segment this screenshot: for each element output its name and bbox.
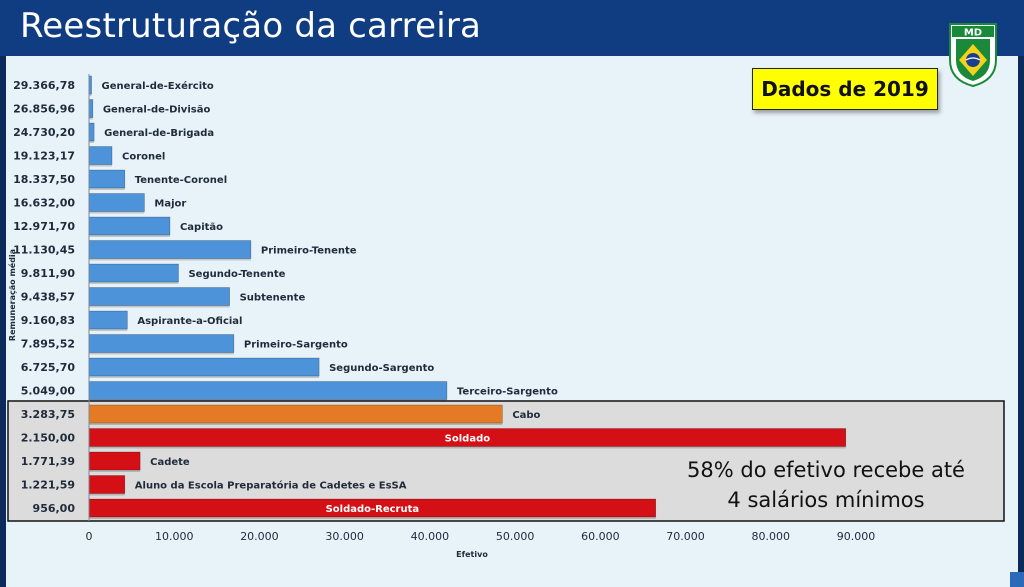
annotation-text: 58% do efetivo recebe até 4 salários mín… [668, 455, 984, 515]
y-tick-label: 12.971,70 [13, 220, 75, 233]
x-tick-label: 40.000 [411, 530, 450, 543]
bar [88, 146, 113, 165]
bar [88, 381, 448, 400]
slide-header: Reestruturação da carreira [0, 0, 1024, 56]
y-tick-label: 2.150,00 [21, 432, 76, 445]
y-tick-label: 9.438,57 [21, 291, 75, 304]
y-tick-label: 1.221,59 [21, 479, 75, 492]
annotation-line-1: 58% do efetivo recebe até [687, 458, 965, 482]
bar-category-label: Cabo [512, 410, 540, 421]
y-tick-label: 29.366,78 [13, 79, 75, 92]
bar-category-label: General-de-Divisão [103, 105, 211, 116]
y-tick-label: 9.811,90 [21, 267, 76, 280]
y-tick-label: 9.160,83 [21, 314, 75, 327]
bar [88, 99, 94, 118]
ministry-shield-logo: MD [949, 23, 997, 88]
bar-category-label: Cadete [150, 457, 190, 468]
y-tick-label: 18.337,50 [13, 173, 75, 186]
bar [88, 193, 145, 212]
bar-category-label: Aluno da Escola Preparatória de Cadetes … [135, 480, 407, 492]
bar-category-label: Soldado [445, 434, 491, 445]
bar [88, 334, 235, 353]
bar [88, 240, 252, 259]
y-tick-label: 26.856,96 [13, 103, 75, 116]
bar-category-label: Major [154, 199, 186, 210]
x-tick-label: 10.000 [155, 530, 194, 543]
bar [88, 287, 230, 306]
bar-category-label: Subtenente [240, 293, 306, 304]
bar-category-label: Tenente-Coronel [135, 175, 227, 186]
x-tick-label: 90.000 [837, 530, 876, 543]
bar-category-label: Segundo-Tenente [188, 269, 285, 280]
bar [88, 357, 320, 377]
y-tick-label: 11.130,45 [13, 244, 75, 257]
x-tick-label: 30.000 [325, 530, 364, 543]
y-tick-label: 956,00 [33, 502, 76, 515]
corner-icon [1010, 572, 1024, 587]
y-axis-title: Remuneração média [7, 249, 17, 341]
y-tick-label: 3.283,75 [21, 408, 75, 421]
slide-title: Reestruturação da carreira [20, 6, 482, 46]
bar [88, 310, 128, 330]
bar [88, 475, 126, 494]
x-tick-label: 60.000 [581, 530, 620, 543]
bar-category-label: Primeiro-Tenente [261, 246, 357, 257]
year-badge: Dados de 2019 [752, 68, 938, 110]
bar-category-label: Coronel [122, 152, 165, 163]
bar [88, 263, 179, 283]
bar-category-label: Capitão [180, 222, 223, 233]
y-tick-label: 6.725,70 [21, 361, 76, 374]
bar [88, 216, 171, 236]
x-tick-label: 70.000 [666, 530, 705, 543]
y-tick-label: 7.895,52 [21, 338, 75, 351]
y-tick-label: 1.771,39 [21, 455, 75, 468]
bar [88, 169, 126, 189]
bar [88, 122, 95, 142]
x-tick-label: 50.000 [496, 530, 535, 543]
x-tick-label: 20.000 [240, 530, 279, 543]
bar [88, 404, 503, 424]
bar-category-label: General-de-Brigada [104, 128, 214, 139]
logo-text: MD [964, 28, 982, 39]
bar-category-label: Soldado-Recruta [326, 504, 420, 515]
x-tick-label: 80.000 [752, 530, 791, 543]
y-tick-label: 19.123,17 [13, 150, 75, 163]
x-axis-title: Efetivo [456, 550, 488, 559]
y-tick-label: 24.730,20 [13, 126, 75, 139]
x-tick-label: 0 [86, 530, 93, 543]
bar-category-label: Segundo-Sargento [329, 363, 434, 374]
bar-category-label: Aspirante-a-Oficial [137, 316, 242, 327]
annotation-line-2: 4 salários mínimos [727, 488, 925, 512]
y-tick-label: 16.632,00 [13, 197, 75, 210]
bar-category-label: Terceiro-Sargento [457, 387, 558, 398]
bar-category-label: General-de-Exército [102, 80, 214, 92]
bar [88, 451, 141, 471]
bar-category-label: Primeiro-Sargento [244, 340, 348, 351]
y-tick-label: 5.049,00 [21, 385, 76, 398]
